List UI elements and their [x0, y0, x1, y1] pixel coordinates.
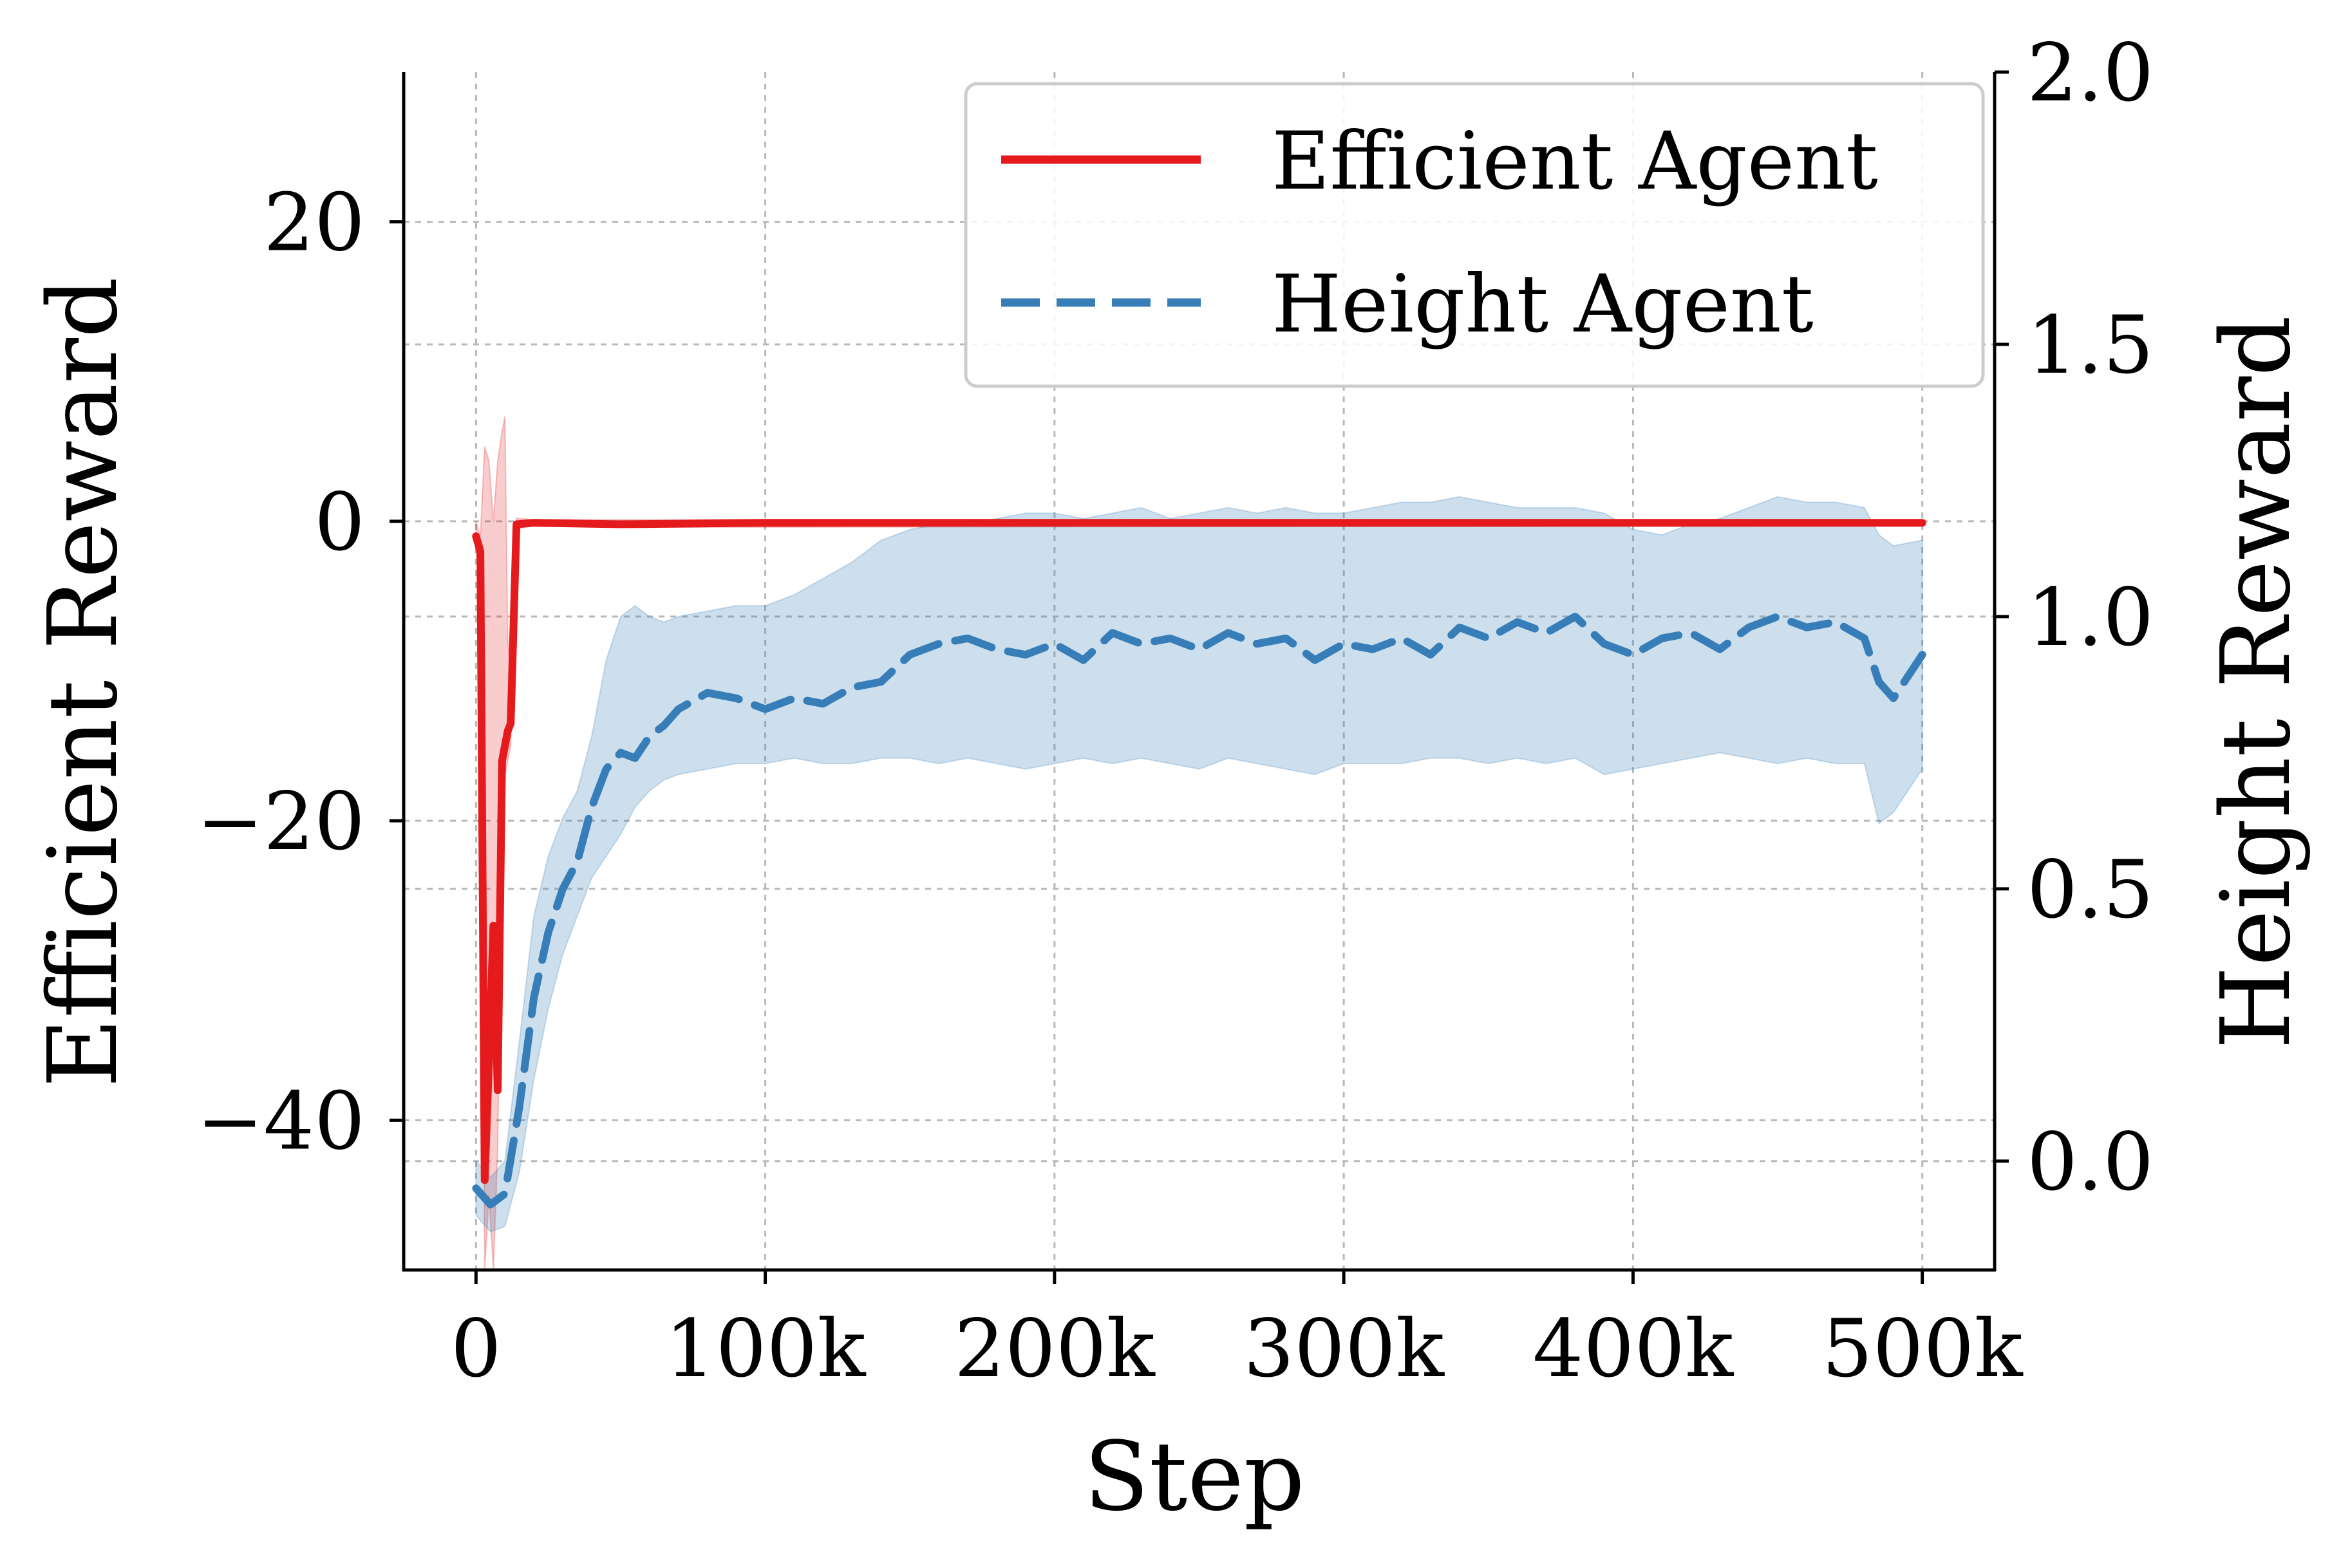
- x-tick-label-2: 200k: [954, 1303, 1156, 1395]
- left-y-axis-title: Efficient Reward: [28, 277, 138, 1088]
- left-y-tick-label-3: 20: [263, 177, 365, 270]
- tick-marks-and-labels: 0 100k 200k 300k 400k 500k −40 −20 0 20 0.0 0.5 1.0 1…: [196, 27, 2154, 1395]
- x-tick-label-0: 0: [451, 1303, 502, 1395]
- right-y-tick-label-4: 2.0: [2027, 27, 2154, 120]
- left-y-tick-label-1: −20: [196, 776, 365, 868]
- line-series-1: [472, 612, 1926, 1209]
- band-series-1: [475, 496, 1923, 1233]
- left-y-tick-label-0: −40: [196, 1075, 365, 1168]
- series-lines: [472, 519, 1926, 1209]
- legend-frame: [964, 82, 1985, 388]
- right-y-tick-label-2: 1.0: [2027, 572, 2154, 664]
- axes: [402, 72, 1997, 1272]
- x-tick-label-1: 100k: [665, 1303, 867, 1395]
- right-y-axis-title: Height Reward: [2201, 315, 2311, 1049]
- x-axis-title: Step: [1084, 1421, 1304, 1532]
- right-y-tick-label-1: 0.5: [2027, 844, 2154, 937]
- right-y-tick-label-3: 1.5: [2027, 299, 2154, 392]
- left-y-tick-label-2: 0: [314, 476, 365, 569]
- x-tick-label-5: 500k: [1822, 1303, 2024, 1395]
- x-tick-label-3: 300k: [1243, 1303, 1445, 1395]
- line-series-0: [472, 519, 1926, 1184]
- legend-label-efficient-agent: Efficient Agent: [1272, 115, 1878, 208]
- legend: Efficient Agent Height Agent: [964, 82, 1985, 388]
- legend-label-height-agent: Height Agent: [1272, 258, 1814, 351]
- x-tick-label-4: 400k: [1532, 1303, 1734, 1395]
- right-y-tick-label-0: 0.0: [2027, 1116, 2154, 1209]
